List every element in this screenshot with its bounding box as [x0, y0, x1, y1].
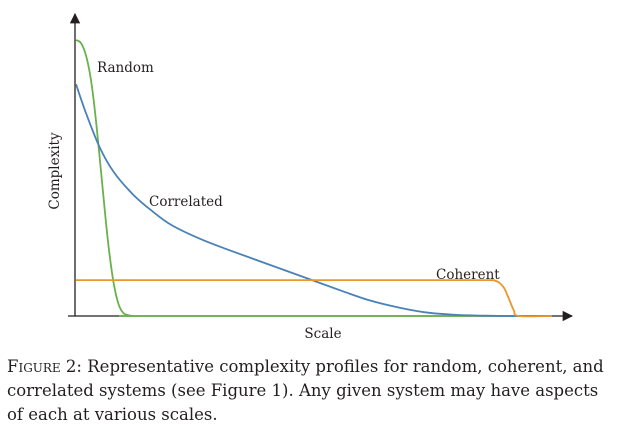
- series-label-coherent: Coherent: [436, 267, 500, 283]
- figure-caption: Figure 2: Representative complexity prof…: [7, 355, 613, 427]
- series-label-correlated: Correlated: [149, 194, 223, 210]
- x-axis-label: Scale: [304, 326, 341, 342]
- caption-text: Representative complexity profiles for r…: [7, 357, 604, 424]
- complexity-profile-chart: Random Correlated Coherent Scale Complex…: [47, 12, 574, 342]
- y-axis-label: Complexity: [47, 132, 63, 210]
- series-line-coherent: [75, 279, 553, 318]
- series-line-random: [75, 39, 552, 317]
- series-label-random: Random: [97, 60, 154, 76]
- series-line-correlated: [75, 83, 552, 317]
- figure-label: Figure 2:: [7, 357, 82, 376]
